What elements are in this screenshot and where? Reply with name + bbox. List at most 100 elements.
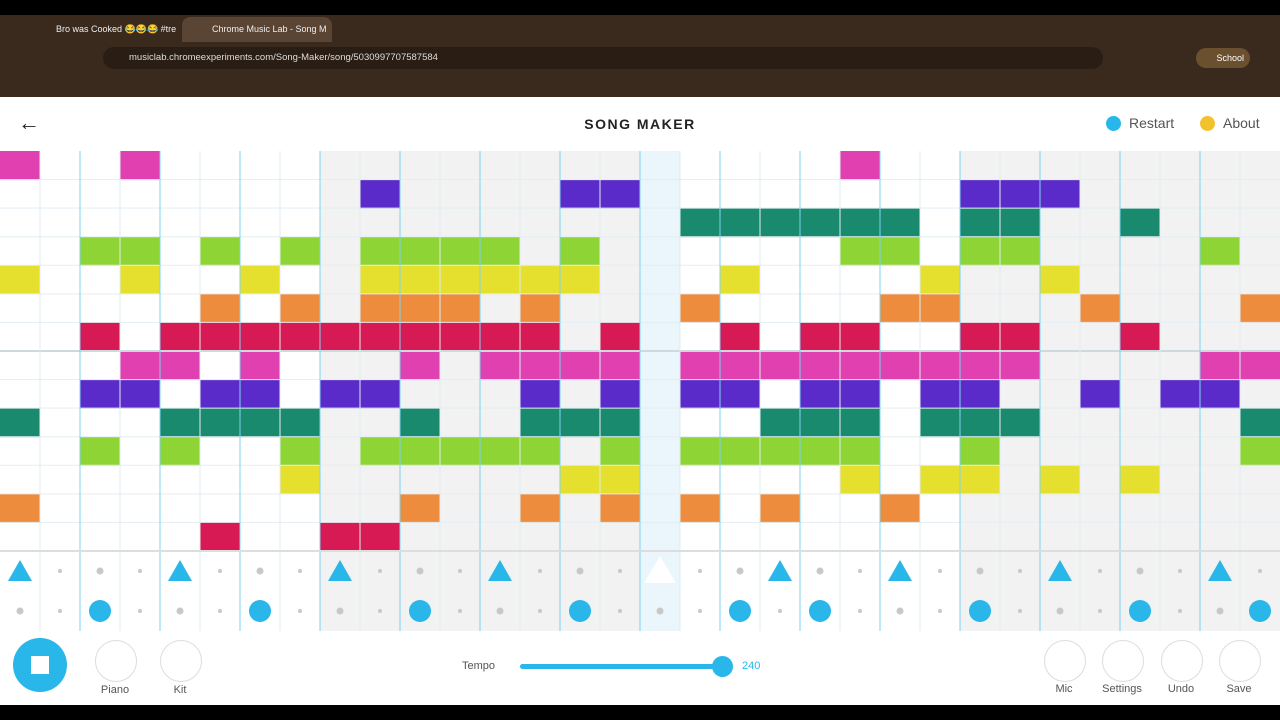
note bbox=[520, 293, 560, 323]
note bbox=[120, 379, 160, 409]
note bbox=[240, 351, 280, 381]
note bbox=[1240, 351, 1280, 381]
settings-button[interactable] bbox=[1102, 640, 1144, 682]
empty-beat bbox=[1098, 609, 1102, 613]
empty-beat bbox=[138, 609, 142, 613]
note bbox=[880, 293, 920, 323]
empty-beat bbox=[1018, 569, 1022, 573]
note bbox=[480, 236, 520, 266]
column bbox=[120, 551, 160, 631]
note bbox=[600, 408, 640, 438]
tempo-slider[interactable] bbox=[520, 664, 723, 669]
tempo-value: 240 bbox=[742, 660, 761, 672]
tab[interactable]: Bro was Cooked 😂😂😂 #tre bbox=[26, 17, 176, 42]
note bbox=[960, 351, 1000, 381]
tempo-thumb[interactable] bbox=[712, 656, 733, 677]
note bbox=[360, 236, 400, 266]
drum-beat bbox=[809, 600, 831, 622]
note bbox=[840, 436, 880, 466]
note bbox=[80, 436, 120, 466]
note bbox=[800, 208, 840, 238]
empty-beat bbox=[938, 609, 942, 613]
note bbox=[480, 265, 520, 295]
save-button[interactable] bbox=[1219, 640, 1261, 682]
note bbox=[720, 379, 760, 409]
note bbox=[1200, 379, 1240, 409]
note bbox=[880, 351, 920, 381]
app-title: SONG MAKER bbox=[584, 116, 696, 132]
triangle-beat bbox=[1048, 560, 1072, 581]
note bbox=[760, 493, 800, 523]
note bbox=[360, 293, 400, 323]
mic-label: Mic bbox=[1055, 683, 1073, 695]
back-button[interactable]: ← bbox=[18, 110, 40, 135]
note bbox=[1120, 322, 1160, 352]
empty-beat bbox=[938, 569, 942, 573]
note bbox=[680, 293, 720, 323]
empty-beat bbox=[1216, 607, 1224, 615]
empty-beat bbox=[816, 567, 824, 575]
note bbox=[1240, 293, 1280, 323]
drum-beat bbox=[89, 600, 111, 622]
note bbox=[320, 379, 360, 409]
triangle-beat bbox=[1208, 560, 1232, 581]
address-bar[interactable] bbox=[103, 47, 1103, 69]
note bbox=[840, 322, 880, 352]
note bbox=[600, 322, 640, 352]
note bbox=[400, 322, 440, 352]
note bbox=[1080, 379, 1120, 409]
note bbox=[80, 379, 120, 409]
note bbox=[760, 208, 800, 238]
note bbox=[0, 493, 40, 523]
empty-beat bbox=[736, 567, 744, 575]
note bbox=[400, 351, 440, 381]
note bbox=[680, 436, 720, 466]
empty-beat bbox=[176, 607, 184, 615]
note bbox=[840, 236, 880, 266]
tab-title: Chrome Music Lab - Song M bbox=[212, 24, 327, 34]
tab[interactable]: Chrome Music Lab - Song M bbox=[182, 17, 332, 42]
note bbox=[600, 465, 640, 495]
profile-button[interactable]: School bbox=[1196, 48, 1250, 68]
triangle-beat bbox=[768, 560, 792, 581]
profile: School bbox=[1216, 53, 1244, 63]
note bbox=[160, 322, 200, 352]
mic-button[interactable] bbox=[1044, 640, 1086, 682]
undo-button[interactable] bbox=[1161, 640, 1203, 682]
note bbox=[440, 265, 480, 295]
kit-button[interactable] bbox=[160, 640, 202, 682]
drum-beat bbox=[569, 600, 591, 622]
piano-label: Piano bbox=[100, 684, 130, 696]
column bbox=[440, 551, 480, 631]
note bbox=[680, 379, 720, 409]
piano-button[interactable] bbox=[95, 640, 137, 682]
note bbox=[720, 265, 760, 295]
empty-beat bbox=[378, 609, 382, 613]
settings-label: Settings bbox=[1102, 683, 1142, 695]
note bbox=[200, 322, 240, 352]
note bbox=[1200, 236, 1240, 266]
note bbox=[920, 351, 960, 381]
empty-beat bbox=[298, 609, 302, 613]
note bbox=[400, 236, 440, 266]
empty-beat bbox=[698, 609, 702, 613]
note bbox=[720, 351, 760, 381]
restart-button[interactable]: Restart bbox=[1129, 115, 1175, 131]
note bbox=[480, 436, 520, 466]
note bbox=[800, 436, 840, 466]
about-button[interactable]: About bbox=[1223, 115, 1260, 131]
note bbox=[280, 293, 320, 323]
column bbox=[200, 551, 240, 631]
note bbox=[520, 408, 560, 438]
note bbox=[120, 265, 160, 295]
column bbox=[840, 551, 880, 631]
column bbox=[1160, 551, 1200, 631]
triangle-beat bbox=[168, 560, 192, 581]
note bbox=[440, 436, 480, 466]
note bbox=[840, 465, 880, 495]
note-grid[interactable] bbox=[0, 151, 1280, 631]
note bbox=[120, 151, 160, 181]
note bbox=[160, 351, 200, 381]
note bbox=[960, 322, 1000, 352]
play-button[interactable] bbox=[13, 638, 67, 692]
